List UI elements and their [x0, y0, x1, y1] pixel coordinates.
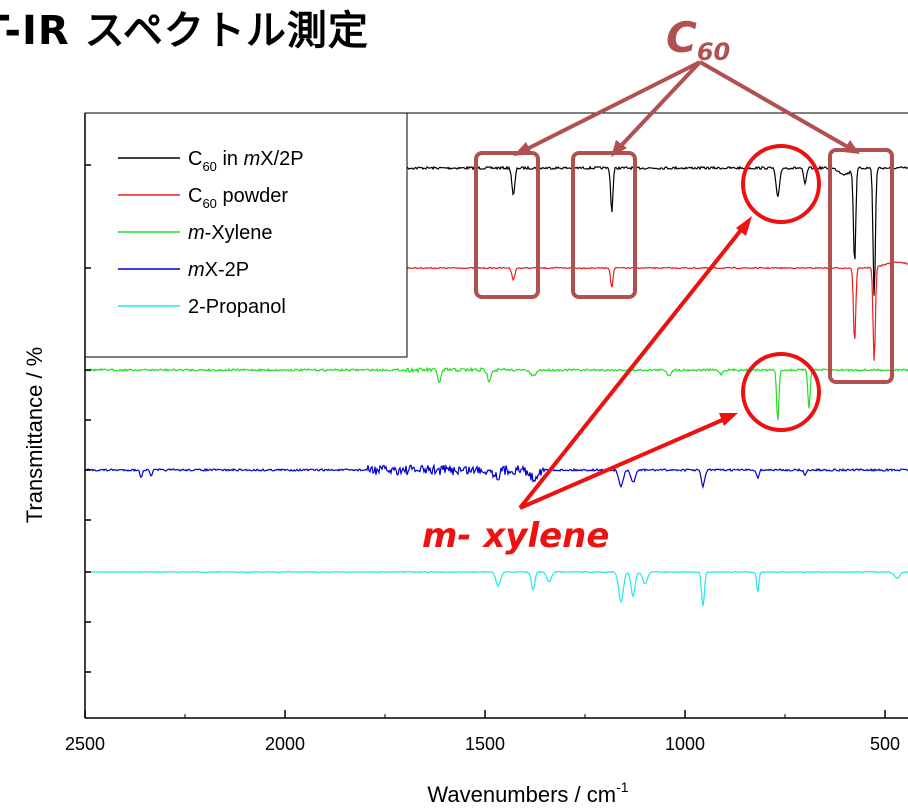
x-tick-label: 1000: [665, 734, 705, 754]
c60-arrowhead-2: [611, 140, 627, 157]
x-tick-label: 2000: [265, 734, 305, 754]
mxylene-arrow-2: [519, 416, 728, 510]
mxylene-arrowhead-1: [736, 216, 752, 236]
x-tick-label: 500: [870, 734, 900, 754]
c60-peak-box-3: [828, 148, 894, 384]
legend-entry-part: m: [188, 222, 205, 244]
mxylene-circle-1: [741, 144, 821, 224]
legend-entry-part: X/2P: [260, 148, 303, 170]
legend-entry: C60 in mX/2P: [188, 148, 304, 174]
c60-arrowhead-1: [513, 142, 532, 156]
legend-entry-part: m: [244, 148, 261, 170]
y-axis-label: Transmittance / %: [22, 347, 47, 523]
spectrum-2-propanol: [84, 570, 908, 607]
slide-title: T-IR スペクトル測定: [0, 8, 369, 54]
annotations: C60 m- xylene: [422, 13, 894, 556]
c60-annotation-label: C60: [666, 13, 730, 66]
legend-entry-part: -Xylene: [205, 222, 273, 244]
x-axis-label: Wavenumbers / cm-1: [427, 779, 628, 807]
c60-arrowhead-3: [843, 140, 860, 154]
x-axis-label-text: Wavenumbers / cm: [427, 782, 616, 807]
legend-entry-part: C: [188, 148, 202, 170]
legend-entry-part: 60: [202, 159, 216, 174]
y-ticks: [85, 164, 91, 673]
x-axis-label-sup: -1: [616, 779, 629, 795]
c60-peak-box-1: [474, 151, 540, 299]
x-tick-label: 1500: [465, 734, 505, 754]
c60-arrow-3: [699, 60, 854, 152]
legend-entry: C60 powder: [188, 185, 288, 211]
legend-entry-part: powder: [217, 185, 288, 207]
axes: 2500 2000 1500 1000 500: [65, 112, 908, 754]
x-tick-label: 2500: [65, 734, 105, 754]
c60-peak-box-2: [571, 151, 637, 299]
mxylene-arrowhead-2: [719, 413, 738, 426]
c60-arrow-1: [520, 60, 701, 154]
mxylene-arrow-1: [518, 223, 747, 510]
spectrum-m-xylene: [84, 366, 908, 421]
mxylene-annotation-label: m- xylene: [422, 516, 609, 556]
legend-entry: m-Xylene: [188, 222, 272, 244]
legend-entry-part: 60: [202, 196, 216, 211]
legend-entry-part: C: [188, 185, 202, 207]
legend-entry-part: m: [188, 259, 205, 281]
c60-arrow-2: [615, 60, 702, 152]
c60-annotation-c: C: [666, 13, 697, 62]
legend-entry-part: X-2P: [205, 259, 249, 281]
legend-entry: mX-2P: [188, 259, 249, 281]
legend-entry-part: 2-Propanol: [188, 296, 286, 318]
legend-entry: 2-Propanol: [188, 296, 286, 318]
legend-entry-part: in: [217, 148, 244, 170]
mxylene-circle-2: [741, 352, 821, 432]
spectrum-mx-2p: [84, 463, 908, 489]
x-ticks: 2500 2000 1500 1000 500: [65, 710, 900, 754]
